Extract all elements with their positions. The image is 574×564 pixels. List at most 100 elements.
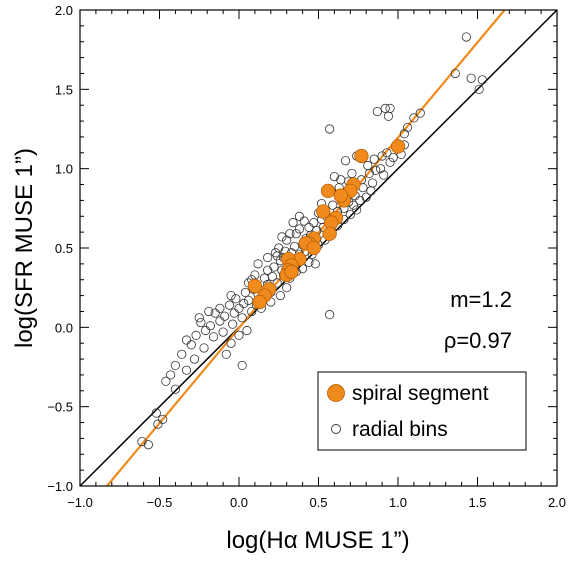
y-tick-label: 1.0 — [55, 162, 73, 177]
radial-bin-point — [348, 200, 359, 210]
radial-bin-point — [181, 335, 192, 345]
radial-bin-point — [336, 175, 346, 185]
radial-bin-point — [137, 436, 147, 447]
spiral-segment-point — [354, 148, 369, 164]
radial-bin-point — [383, 111, 394, 121]
radial-bin-point — [189, 354, 200, 364]
radial-bin-point — [294, 224, 305, 234]
legend-spiral-label: spiral segment — [352, 382, 489, 405]
radial-bin-point — [250, 270, 260, 280]
radial-bin-point — [237, 360, 247, 371]
radial-bin-point — [274, 243, 284, 253]
radial-bin-point — [377, 151, 387, 161]
radial-bin-point — [153, 419, 163, 429]
y-tick-label: 0.0 — [55, 320, 73, 335]
radial-bin-point — [210, 308, 220, 318]
radial-bin-point — [226, 338, 236, 348]
radial-bin-point — [181, 365, 192, 375]
radial-bin-point — [170, 384, 180, 394]
radial-bin-point — [282, 283, 292, 293]
radial-bin-point — [380, 103, 390, 113]
x-tick-label: 0.5 — [309, 495, 327, 510]
radial-bin-point — [263, 265, 273, 275]
radial-bin-point — [328, 200, 338, 210]
radial-bin-point — [224, 300, 235, 310]
radial-bin-point — [218, 327, 228, 337]
radial-bin-point — [290, 241, 300, 252]
radial-bin-point — [277, 232, 287, 242]
radial-bin-point — [352, 205, 362, 215]
radial-bin-point — [186, 340, 196, 350]
radial-bin-point — [166, 370, 176, 380]
radial-bin-point — [242, 325, 252, 336]
radial-bin-point — [204, 306, 214, 317]
legend-spiral-marker — [327, 384, 345, 402]
radial-bin-point — [347, 168, 357, 179]
radial-bin-point — [234, 330, 244, 340]
y-tick-label: 2.0 — [55, 3, 73, 18]
radial-bin-point — [208, 332, 219, 342]
radial-bin-point — [143, 440, 153, 450]
radial-bin-point — [282, 235, 292, 245]
radial-bin-point — [367, 178, 378, 188]
spiral-segment-point — [306, 240, 321, 256]
radial-bin-point — [259, 273, 270, 283]
radial-bin-point — [294, 211, 305, 221]
radial-bin-point — [450, 68, 460, 79]
radial-bin-point — [228, 319, 238, 329]
radial-bin-point — [229, 308, 239, 318]
spiral-segment-series — [247, 139, 406, 310]
radial-bin-point — [409, 113, 419, 123]
radial-bin-point — [399, 129, 409, 139]
x-tick-label: 1.5 — [468, 495, 486, 510]
radial-bin-point — [379, 170, 389, 180]
radial-bin-point — [385, 157, 395, 167]
radial-bin-point — [291, 229, 301, 239]
radial-bin-point — [355, 195, 365, 205]
y-tick-labels: −1.0 −0.5 0.0 0.5 1.0 1.5 2.0 — [47, 3, 73, 494]
spiral-segment-point — [322, 226, 337, 241]
radial-bin-point — [231, 294, 241, 304]
radial-bin-point — [275, 290, 285, 301]
slope-annotation: m=1.2 — [450, 287, 512, 312]
radial-bin-point — [226, 290, 236, 301]
radial-bin-point — [309, 218, 319, 228]
legend-radial-marker — [331, 424, 341, 434]
legend-radial-label: radial bins — [352, 418, 448, 441]
radial-bin-point — [329, 172, 339, 182]
spiral-segment-point — [390, 139, 406, 154]
radial-bin-point — [340, 156, 351, 166]
radial-bin-point — [474, 84, 484, 94]
radial-bin-point — [372, 106, 382, 117]
radial-bin-point — [201, 325, 211, 336]
radial-bin-point — [240, 287, 250, 298]
radial-bin-point — [461, 32, 471, 42]
radial-bin-point — [375, 164, 386, 174]
radial-bin-point — [288, 218, 298, 228]
radial-bin-point — [299, 216, 309, 226]
radial-bin-point — [382, 148, 392, 158]
spiral-segment-point — [284, 264, 299, 279]
radial-bin-point — [247, 306, 257, 317]
radial-bin-point — [199, 343, 209, 353]
radial-bin-point — [361, 192, 371, 202]
radial-bin-point — [325, 310, 335, 320]
radial-bin-point — [388, 152, 398, 163]
y-tick-label: −0.5 — [47, 400, 73, 415]
radial-bin-point — [263, 252, 273, 263]
radial-bin-point — [253, 259, 263, 269]
x-tick-label: 0.0 — [230, 495, 248, 510]
spiral-segment-point — [247, 278, 263, 294]
radial-bin-point — [151, 408, 161, 418]
y-tick-label: 1.5 — [55, 82, 73, 97]
spiral-segment-point — [252, 294, 267, 310]
radial-bin-point — [477, 75, 487, 85]
radial-bin-point — [371, 165, 381, 175]
radial-bin-point — [161, 376, 171, 386]
radial-bin-point — [215, 316, 225, 326]
radial-bin-point — [272, 278, 282, 288]
spiral-segment-point — [316, 204, 331, 219]
radial-bin-point — [364, 168, 374, 179]
correlation-annotation: ρ=0.97 — [444, 328, 512, 353]
